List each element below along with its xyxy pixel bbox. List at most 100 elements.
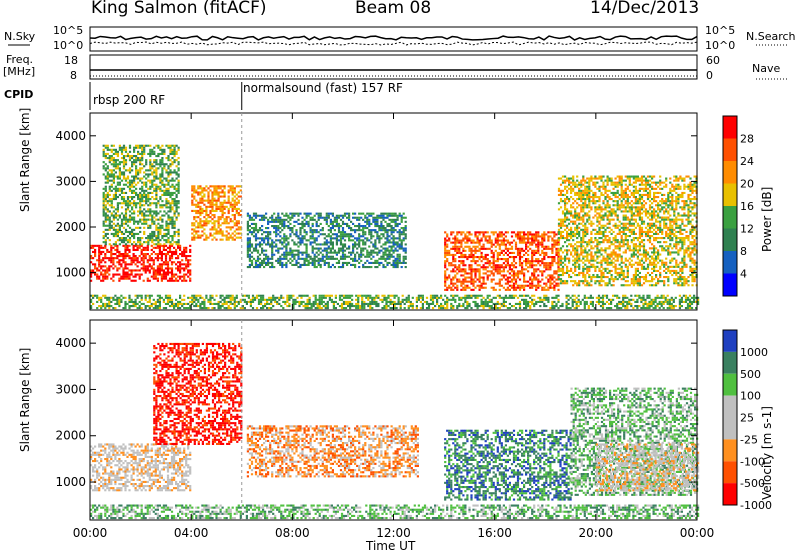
heatmap-cell xyxy=(604,189,607,192)
heatmap-cell xyxy=(510,231,514,234)
heatmap-cell xyxy=(128,255,131,258)
heatmap-cell xyxy=(195,216,198,219)
heatmap-cell xyxy=(547,280,550,283)
heatmap-cell xyxy=(456,241,459,244)
heatmap-cell xyxy=(331,245,334,248)
heatmap-cell xyxy=(112,275,115,278)
heatmap-cell xyxy=(578,257,581,260)
heatmap-cell xyxy=(388,218,391,221)
heatmap-cell xyxy=(175,218,178,221)
heatmap-cell xyxy=(90,273,93,276)
heatmap-cell xyxy=(508,251,511,254)
heatmap-cell xyxy=(578,235,581,238)
heatmap-cell xyxy=(299,237,302,240)
heatmap-cell xyxy=(392,251,395,254)
heatmap-cell xyxy=(124,222,128,225)
heatmap-cell xyxy=(396,253,399,256)
freq-label-line2: [MHz] xyxy=(3,65,36,78)
heatmap-cell xyxy=(148,279,151,282)
heatmap-cell xyxy=(510,235,514,238)
heatmap-cell xyxy=(211,195,214,198)
heatmap-cell xyxy=(564,193,567,196)
heatmap-cell xyxy=(195,199,198,202)
heatmap-cell xyxy=(482,243,485,246)
heatmap-cell xyxy=(570,177,573,180)
heatmap-cell xyxy=(358,229,361,232)
heatmap-cell xyxy=(490,245,493,248)
heatmap-cell xyxy=(106,208,109,211)
heatmap-cell xyxy=(171,243,174,246)
heatmap-cell xyxy=(104,273,107,276)
heatmap-cell xyxy=(402,227,405,230)
heatmap-cell xyxy=(404,235,407,238)
heatmap-cell xyxy=(201,189,204,192)
heatmap-cell xyxy=(376,253,379,256)
heatmap-cell xyxy=(564,206,567,209)
heatmap-cell xyxy=(618,208,621,211)
heatmap-cell xyxy=(122,161,126,164)
heatmap-cell xyxy=(124,263,127,266)
heatmap-cell xyxy=(155,226,158,229)
heatmap-cell xyxy=(299,266,302,269)
heatmap-cell xyxy=(335,235,338,238)
heatmap-cell xyxy=(165,224,168,227)
heatmap-cell xyxy=(448,251,451,254)
heatmap-cell xyxy=(592,196,595,199)
heatmap-cell xyxy=(147,237,150,240)
heatmap-cell xyxy=(533,272,536,275)
heatmap-cell xyxy=(606,218,609,221)
heatmap-cell xyxy=(277,251,280,254)
heatmap-cell xyxy=(444,260,447,263)
heatmap-cell xyxy=(600,193,603,196)
heatmap-cell xyxy=(588,239,591,242)
heatmap-cell xyxy=(329,222,332,225)
heatmap-cell xyxy=(376,237,379,240)
heatmap-cell xyxy=(167,144,170,147)
heatmap-cell xyxy=(578,222,581,225)
heatmap-cell xyxy=(516,253,520,256)
heatmap-cell xyxy=(618,179,621,182)
heatmap-cell xyxy=(557,202,561,205)
heatmap-cell xyxy=(618,245,621,248)
heatmap-cell xyxy=(136,244,139,247)
heatmap-cell xyxy=(335,261,338,264)
heatmap-cell xyxy=(446,268,449,271)
heatmap-cell xyxy=(578,230,581,233)
heatmap-cell xyxy=(112,246,115,249)
heatmap-cell xyxy=(594,251,597,254)
heatmap-cell xyxy=(446,235,449,238)
heatmap-cell xyxy=(561,218,565,221)
heatmap-cell xyxy=(168,244,172,247)
heatmap-cell xyxy=(374,241,377,244)
heatmap-cell xyxy=(584,230,587,233)
heatmap-cell xyxy=(614,245,617,248)
heatmap-cell xyxy=(154,257,157,260)
heatmap-cell xyxy=(233,218,236,221)
heatmap-cell xyxy=(608,189,611,192)
heatmap-cell xyxy=(531,251,534,254)
heatmap-cell xyxy=(372,220,375,223)
heatmap-cell xyxy=(167,187,170,190)
heatmap-cell xyxy=(223,195,226,198)
heatmap-cell xyxy=(124,255,127,258)
heatmap-cell xyxy=(582,235,585,238)
heatmap-cell xyxy=(606,177,609,180)
heatmap-cell xyxy=(250,216,254,219)
heatmap-cell xyxy=(594,185,597,188)
heatmap-cell xyxy=(474,262,477,265)
heatmap-cell xyxy=(201,234,204,237)
heatmap-cell xyxy=(492,272,495,275)
heatmap-cell xyxy=(215,207,218,210)
heatmap-cell xyxy=(145,163,148,166)
heatmap-cell xyxy=(128,275,131,278)
heatmap-cell xyxy=(116,261,119,264)
heatmap-cell xyxy=(348,216,351,219)
heatmap-cell xyxy=(574,243,577,246)
heatmap-cell xyxy=(484,258,487,261)
heatmap-cell xyxy=(523,274,526,277)
heatmap-cell xyxy=(149,181,152,184)
heatmap-cell xyxy=(555,278,558,281)
heatmap-cell xyxy=(559,220,563,223)
heatmap-cell xyxy=(106,224,109,227)
heatmap-cell xyxy=(177,279,180,282)
